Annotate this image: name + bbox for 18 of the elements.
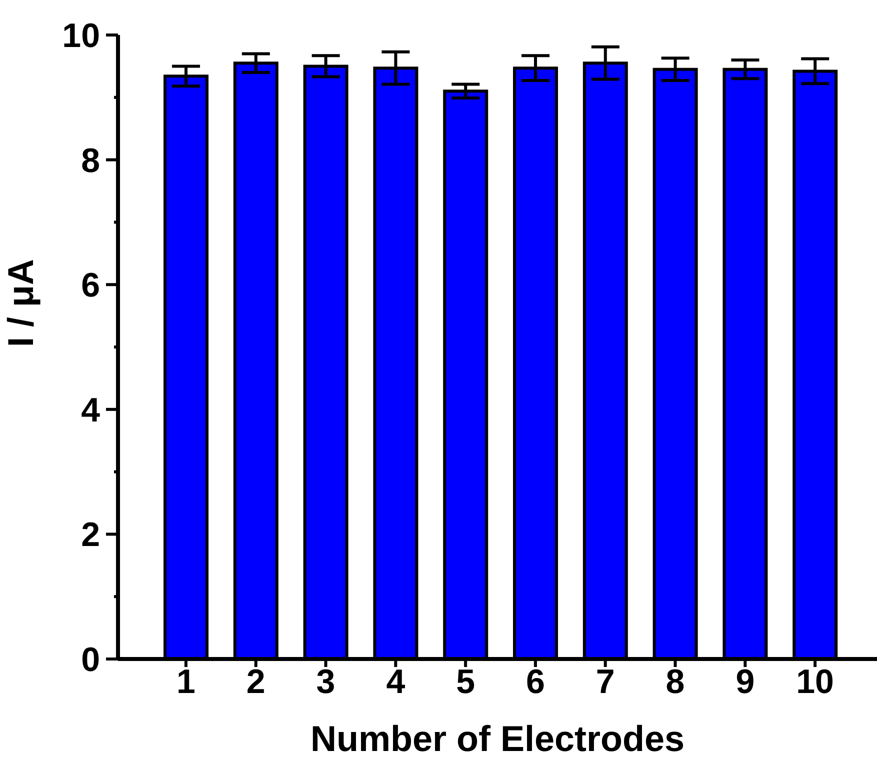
x-tick-label: 4	[386, 663, 406, 702]
y-axis-title: I / μA	[0, 258, 41, 347]
y-tick-label: 4	[81, 391, 100, 430]
x-tick-label: 9	[736, 663, 755, 702]
x-tick-label: 3	[316, 663, 336, 702]
y-tick-label: 10	[62, 17, 100, 55]
x-tick-label: 1	[176, 663, 196, 702]
x-tick-label: 8	[666, 663, 685, 702]
x-tick-label: 6	[526, 663, 545, 702]
y-tick-label: 8	[81, 142, 100, 180]
y-tick-label: 6	[81, 266, 100, 305]
y-tick-label: 2	[81, 516, 100, 554]
x-tick-label: 5	[456, 663, 476, 702]
x-tick-label: 2	[246, 663, 266, 702]
x-tick-label: 7	[596, 663, 615, 702]
x-tick-label: 10	[796, 663, 834, 702]
y-tick-label: 0	[81, 641, 100, 679]
x-axis-title: Number of Electrodes	[310, 718, 685, 757]
